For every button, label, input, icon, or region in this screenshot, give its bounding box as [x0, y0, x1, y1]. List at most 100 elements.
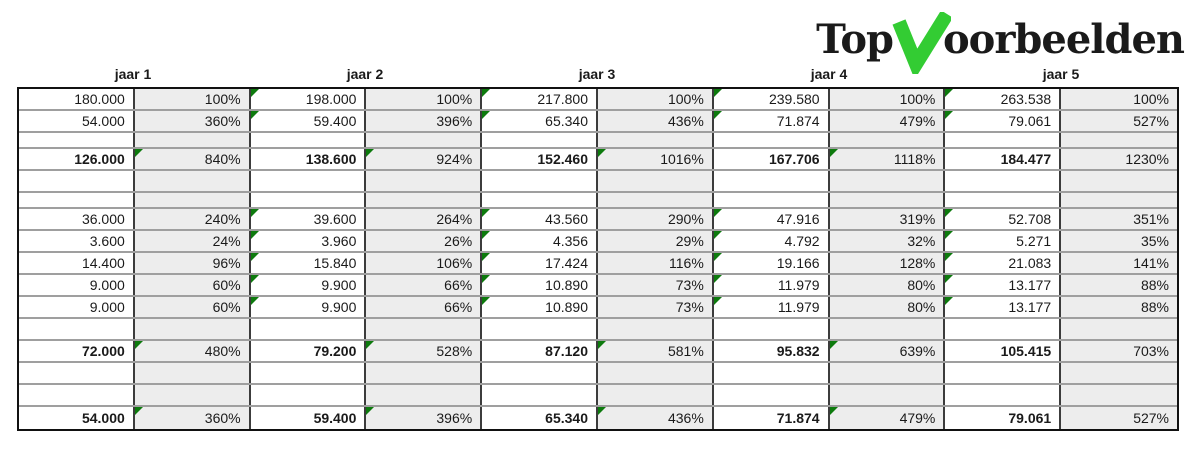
cell-text: 9.900	[321, 299, 357, 315]
cell-jaar2-percent	[366, 319, 483, 339]
cell-text: 54.000	[81, 410, 125, 426]
cell-text: 436%	[667, 410, 704, 426]
table-row	[19, 385, 1177, 407]
year-header: jaar 5	[1042, 66, 1080, 82]
table-row	[19, 133, 1177, 149]
cell-jaar4-value: 71.874	[713, 111, 830, 131]
cell-text: 13.177	[1008, 299, 1052, 315]
cell-jaar1-value	[19, 193, 135, 207]
formula-indicator-icon	[713, 253, 722, 261]
cell-text: 59.400	[313, 113, 357, 129]
cell-text: 65.340	[545, 113, 588, 129]
cell-jaar5-value	[945, 133, 1062, 147]
cell-jaar4-value: 95.832	[714, 341, 830, 361]
cell-jaar5-percent	[1061, 363, 1177, 383]
cell-text: 60%	[212, 299, 241, 315]
formula-indicator-icon	[250, 253, 259, 261]
cell-jaar2-value: 9.900	[250, 297, 367, 317]
formula-indicator-icon	[945, 297, 954, 305]
year-header-row: jaar 1 jaar 2 jaar 3 jaar 4 jaar 5	[17, 62, 1177, 86]
cell-jaar4-value	[714, 363, 830, 383]
cell-jaar3-value	[482, 385, 598, 405]
cell-text: 240%	[204, 211, 241, 227]
cell-jaar4-percent	[829, 363, 946, 383]
cell-jaar5-percent: 1230%	[1061, 149, 1177, 169]
cell-text: 9.000	[89, 299, 125, 315]
cell-jaar4-value	[714, 319, 830, 339]
cell-jaar2-value: 3.960	[250, 231, 367, 251]
cell-text: 100%	[899, 91, 936, 107]
cell-text: 79.061	[1008, 410, 1052, 426]
cell-jaar2-percent: 396%	[366, 111, 483, 131]
cell-jaar4-percent: 479%	[829, 407, 946, 429]
cell-jaar3-value	[482, 133, 598, 147]
cell-jaar3-percent	[598, 133, 714, 147]
cell-jaar3-value: 17.424	[482, 253, 598, 273]
formula-indicator-icon	[482, 111, 491, 119]
cell-jaar1-percent	[134, 319, 251, 339]
formula-indicator-icon	[945, 253, 954, 261]
cell-text: 21.083	[1008, 255, 1052, 271]
cell-text: 60%	[212, 277, 241, 293]
cell-text: 79.200	[313, 343, 357, 359]
cell-text: 126.000	[74, 151, 125, 167]
cell-jaar3-value: 65.340	[482, 407, 598, 429]
cell-jaar3-percent: 100%	[598, 89, 714, 109]
cell-jaar5-value: 263.538	[945, 89, 1062, 109]
cell-text: 480%	[204, 343, 241, 359]
table-row: 9.000 60% 9.900 66% 10.890 73% 11.979 80% 13.177…	[19, 297, 1177, 319]
cell-text: 39.600	[313, 211, 357, 227]
cell-jaar1-value: 54.000	[19, 407, 135, 429]
formula-indicator-icon	[945, 89, 954, 97]
cell-jaar5-percent: 527%	[1061, 407, 1177, 429]
cell-text: 72.000	[81, 343, 125, 359]
cell-text: 36.000	[81, 211, 125, 227]
cell-jaar3-value	[482, 193, 598, 207]
cell-jaar5-value	[945, 171, 1062, 191]
cell-text: 80%	[907, 299, 936, 315]
cell-jaar1-percent	[134, 363, 251, 383]
cell-jaar2-value	[251, 171, 367, 191]
cell-jaar3-percent	[598, 193, 714, 207]
formula-indicator-icon	[134, 149, 143, 157]
cell-jaar2-percent: 66%	[366, 275, 483, 295]
cell-jaar2-value: 39.600	[250, 209, 367, 229]
cell-jaar2-percent	[366, 171, 483, 191]
cell-text: 88%	[1140, 299, 1169, 315]
cell-jaar1-value: 72.000	[19, 341, 135, 361]
cell-text: 180.000	[74, 91, 125, 107]
cell-jaar2-percent	[366, 193, 483, 207]
cell-jaar1-percent: 60%	[134, 297, 251, 317]
cell-text: 319%	[899, 211, 936, 227]
cell-text: 54.000	[81, 113, 125, 129]
cell-text: 184.477	[1000, 151, 1052, 167]
cell-jaar5-percent	[1061, 193, 1177, 207]
cell-jaar4-value	[714, 171, 830, 191]
table-row	[19, 193, 1177, 209]
cell-text: 19.166	[776, 255, 820, 271]
formula-indicator-icon	[134, 407, 143, 415]
cell-jaar4-percent: 639%	[829, 341, 946, 361]
cell-text: 73%	[675, 277, 704, 293]
cell-text: 47.916	[776, 211, 820, 227]
table-row: 14.400 96% 15.840 106% 17.424 116% 19.166 128% 2…	[19, 253, 1177, 275]
cell-text: 141%	[1133, 255, 1169, 271]
cell-jaar1-percent: 480%	[134, 341, 251, 361]
cell-jaar1-percent: 240%	[134, 209, 251, 229]
cell-jaar5-percent: 527%	[1061, 111, 1177, 131]
cell-jaar5-percent	[1061, 171, 1177, 191]
cell-jaar4-percent: 128%	[829, 253, 946, 273]
formula-indicator-icon	[829, 407, 838, 415]
cell-text: 116%	[669, 255, 704, 271]
cell-jaar2-percent: 396%	[366, 407, 483, 429]
formula-indicator-icon	[134, 341, 143, 349]
formula-indicator-icon	[250, 231, 259, 239]
cell-text: 100%	[1133, 91, 1169, 107]
cell-text: 80%	[907, 277, 936, 293]
year-header: jaar 3	[578, 66, 616, 82]
cell-text: 217.800	[537, 91, 588, 107]
cell-text: 396%	[436, 113, 473, 129]
cell-jaar3-value: 217.800	[482, 89, 598, 109]
cell-jaar5-percent: 88%	[1061, 297, 1177, 317]
cell-jaar5-percent: 35%	[1061, 231, 1177, 251]
